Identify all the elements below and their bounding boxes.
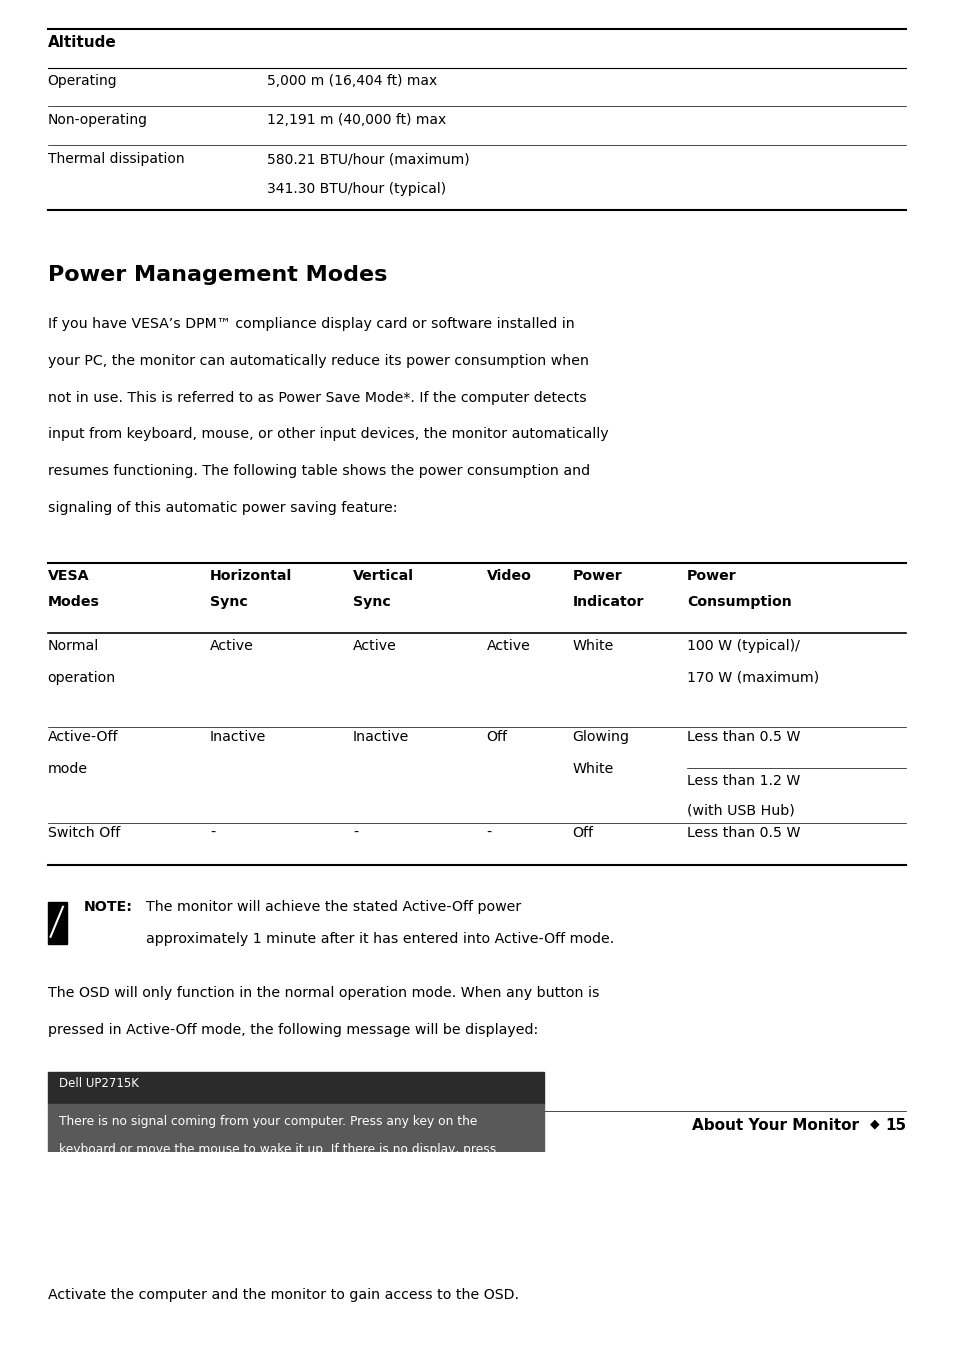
Bar [59,1235,88,1248]
Text: Off: Off [486,730,507,745]
Text: approximately 1 minute after it has entered into Active-Off mode.: approximately 1 minute after it has ente… [146,932,614,946]
Text: Activate the computer and the monitor to gain access to the OSD.: Activate the computer and the monitor to… [48,1288,518,1303]
Text: There is no signal coming from your computer. Press any key on the: There is no signal coming from your comp… [59,1116,477,1128]
Text: The OSD will only function in the normal operation mode. When any button is: The OSD will only function in the normal… [48,986,598,1001]
Bar [48,1104,543,1228]
Text: 580.21 BTU/hour (maximum): 580.21 BTU/hour (maximum) [267,152,469,167]
Bar [48,1071,543,1104]
Text: White: White [572,639,613,654]
Text: VESA: VESA [48,569,90,584]
Text: White: White [572,761,613,776]
Text: ★: ★ [733,1300,752,1320]
Text: signaling of this automatic power saving feature:: signaling of this automatic power saving… [48,501,396,515]
Text: (with USB Hub): (with USB Hub) [686,803,794,816]
Text: Power: Power [686,569,736,584]
Text: Sync: Sync [210,594,248,608]
Text: If you have VESA’s DPM™ compliance display card or software installed in: If you have VESA’s DPM™ compliance displ… [48,317,574,330]
Text: Video: Video [486,569,531,584]
Text: Sync: Sync [353,594,391,608]
Text: 15: 15 [884,1117,905,1132]
Text: resumes functioning. The following table shows the power consumption and: resumes functioning. The following table… [48,464,589,478]
Bar [48,1228,543,1254]
Text: -: - [353,826,358,839]
Text: Switch Off: Switch Off [48,826,120,839]
Text: Active: Active [353,639,396,654]
Text: operation: operation [48,670,116,685]
Text: Vertical: Vertical [353,569,414,584]
Text: energy: energy [728,1288,757,1297]
Text: 341.30 BTU/hour (typical): 341.30 BTU/hour (typical) [267,181,446,196]
Text: Power: Power [572,569,621,584]
Text: Active: Active [210,639,253,654]
Text: your PC, the monitor can automatically reduce its power consumption when: your PC, the monitor can automatically r… [48,353,588,368]
Text: 12,191 m (40,000 ft) max: 12,191 m (40,000 ft) max [267,112,446,127]
Text: NOTE:: NOTE: [84,900,132,914]
Bar [48,902,67,944]
Text: Active-Off: Active-Off [48,730,118,745]
Text: Consumption: Consumption [686,594,791,608]
Text: Horizontal: Horizontal [210,569,292,584]
Text: Dell UP2715K: Dell UP2715K [59,1078,139,1090]
Text: Modes: Modes [48,594,99,608]
Text: Less than 1.2 W: Less than 1.2 W [686,774,800,788]
Text: mode: mode [48,761,88,776]
Text: The monitor will achieve the stated Active-Off power: The monitor will achieve the stated Acti… [146,900,520,914]
Text: -: - [210,826,215,839]
Text: Indicator: Indicator [572,594,643,608]
Text: Normal: Normal [48,639,99,654]
Text: input from keyboard, mouse, or other input devices, the monitor automatically: input from keyboard, mouse, or other inp… [48,428,608,441]
Text: 5,000 m (16,404 ft) max: 5,000 m (16,404 ft) max [267,73,436,88]
Text: the monitor button now to select the correct input source on the: the monitor button now to select the cor… [59,1171,456,1183]
Text: Non-operating: Non-operating [48,112,148,127]
Text: -: - [486,826,492,839]
Text: 100 W (typical)/: 100 W (typical)/ [686,639,799,654]
Text: pressed in Active-Off mode, the following message will be displayed:: pressed in Active-Off mode, the followin… [48,1024,537,1037]
Bar [700,1280,784,1354]
Text: Altitude: Altitude [48,35,116,50]
Text: Thermal dissipation: Thermal dissipation [48,152,184,167]
Text: 170 W (maximum): 170 W (maximum) [686,670,818,685]
Text: About Your Monitor: About Your Monitor [691,1117,858,1132]
Text: Off: Off [572,826,593,839]
Text: Less than 0.5 W: Less than 0.5 W [686,826,800,839]
Text: ◆: ◆ [869,1117,879,1131]
Text: Inactive: Inactive [210,730,266,745]
Text: keyboard or move the mouse to wake it up. If there is no display, press: keyboard or move the mouse to wake it up… [59,1143,496,1156]
Text: Less than 0.5 W: Less than 0.5 W [686,730,800,745]
Text: Active: Active [486,639,530,654]
Text: Glowing: Glowing [572,730,629,745]
Text: Power Management Modes: Power Management Modes [48,265,387,284]
Text: Operating: Operating [48,73,117,88]
Text: not in use. This is referred to as Power Save Mode*. If the computer detects: not in use. This is referred to as Power… [48,390,586,405]
Text: On-Screen-Display menu.: On-Screen-Display menu. [59,1198,215,1212]
Text: Inactive: Inactive [353,730,409,745]
